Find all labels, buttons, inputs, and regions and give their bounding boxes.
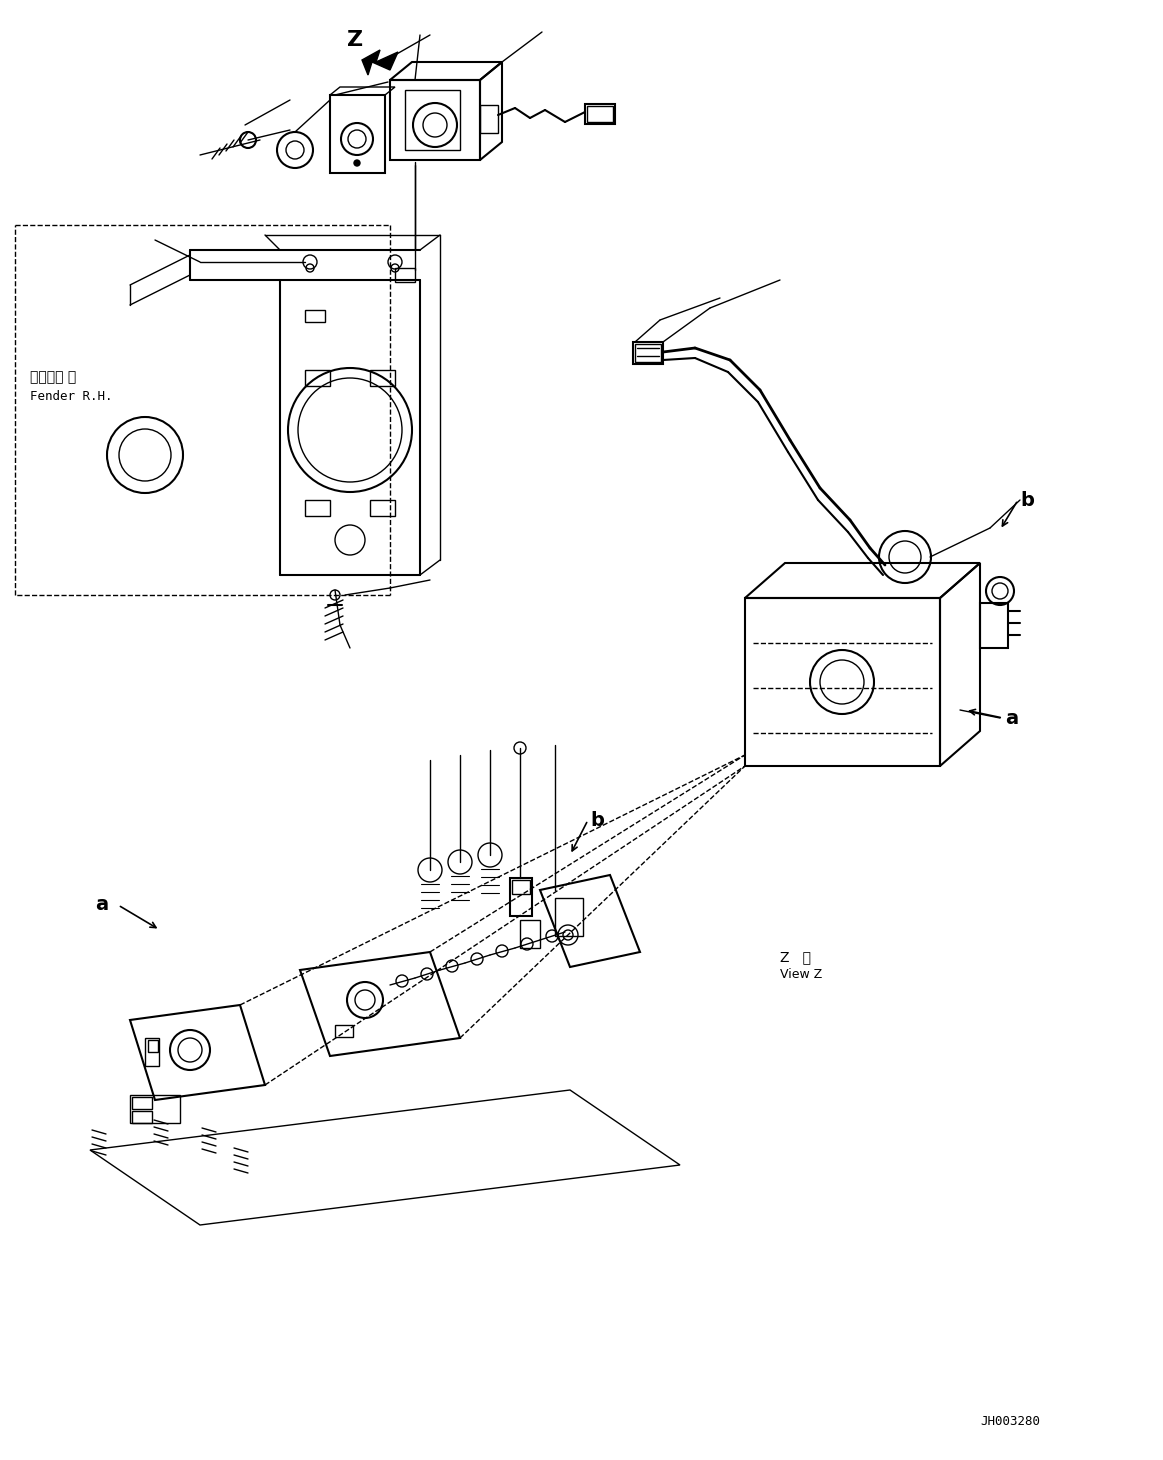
Bar [512,880,530,894]
Polygon shape [362,50,398,74]
Bar [148,1040,158,1053]
Bar [633,342,663,364]
Bar [370,499,395,515]
Bar [330,95,385,172]
Bar [305,499,330,515]
Bar [635,345,661,362]
Bar [305,369,330,385]
Bar [511,877,531,915]
Bar [587,107,613,123]
Bar [131,1111,152,1123]
Bar [585,104,615,124]
Text: Z: Z [347,31,363,50]
Bar [555,898,583,936]
Circle shape [354,161,361,166]
Bar [335,1025,354,1037]
Bar [520,920,540,948]
Text: View Z: View Z [780,968,822,981]
Bar [980,603,1008,648]
Text: JH003280: JH003280 [980,1415,1040,1428]
Text: フェンダ 右: フェンダ 右 [30,369,77,384]
Bar [390,80,480,161]
Text: b: b [590,810,604,829]
Text: Fender R.H.: Fender R.H. [30,390,113,403]
Bar [395,269,415,282]
Bar [480,105,498,133]
Bar [145,1038,159,1066]
Text: Z   視: Z 視 [780,950,811,964]
Bar [305,310,324,323]
Bar [745,599,940,766]
Text: a: a [1005,708,1018,727]
Bar [131,1096,152,1110]
Text: a: a [95,895,108,914]
Bar [405,91,461,150]
Text: b: b [1020,491,1034,510]
Bar [130,1095,180,1123]
Bar [370,369,395,385]
